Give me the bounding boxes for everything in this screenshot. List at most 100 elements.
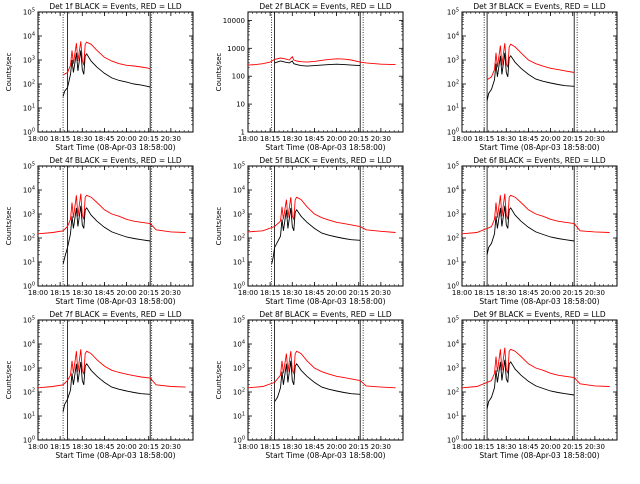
x-tick-label: 20:30 <box>161 135 181 143</box>
y-tick-label: 101 <box>23 258 35 267</box>
y-tick-label: 104 <box>23 340 35 349</box>
y-tick-label: 105 <box>23 8 35 17</box>
panel-title: Det 3f BLACK = Events, RED = LLD <box>473 2 606 11</box>
panel-title: Det 4f BLACK = Events, RED = LLD <box>49 156 182 165</box>
x-tick-label: 20:30 <box>161 289 181 297</box>
y-tick-label: 102 <box>233 388 245 397</box>
x-tick-label: 20:30 <box>371 443 391 451</box>
x-tick-label: 18:45 <box>518 443 538 451</box>
lld-series-line <box>37 193 186 235</box>
panel-title: Det 8f BLACK = Events, RED = LLD <box>259 310 392 319</box>
det-panel-5: Det 5f BLACK = Events, RED = LLD Start Ti… <box>215 156 404 306</box>
x-tick-label: 20:00 <box>326 289 346 297</box>
events-series-line <box>274 60 361 67</box>
x-tick-label: 18:30 <box>496 135 516 143</box>
y-tick-label: 101 <box>447 258 459 267</box>
plot-frame <box>461 11 618 133</box>
y-tick-label: 103 <box>447 210 459 219</box>
x-axis-label: Start Time (08-Apr-03 18:58:00) <box>479 297 599 306</box>
y-tick-label: 103 <box>233 364 245 373</box>
y-tick-label: 102 <box>447 234 459 243</box>
x-tick-label: 18:45 <box>304 135 324 143</box>
y-tick-label: 105 <box>447 316 459 325</box>
events-series-line <box>486 359 575 409</box>
plot-frame <box>37 165 194 287</box>
y-tick-label: 100 <box>447 436 459 445</box>
y-tick-label: 102 <box>23 388 35 397</box>
x-tick-label: 18:30 <box>282 135 302 143</box>
x-tick-label: 18:45 <box>94 135 114 143</box>
x-tick-label: 20:00 <box>540 135 560 143</box>
y-tick-label: 101 <box>233 412 245 421</box>
x-tick-label: 20:00 <box>326 443 346 451</box>
events-series-line <box>271 207 361 265</box>
y-axis-label: Counts/sec <box>5 53 13 92</box>
y-tick-label: 103 <box>23 56 35 65</box>
x-tick-label: 18:00 <box>238 443 258 451</box>
y-tick-label: 105 <box>233 162 245 171</box>
det-panel-7: Det 7f BLACK = Events, RED = LLD Start Ti… <box>5 310 194 460</box>
x-tick-label: 20:15 <box>349 443 369 451</box>
x-tick-label: 18:15 <box>474 135 494 143</box>
plot-frame <box>37 11 194 133</box>
x-tick-label: 18:00 <box>238 135 258 143</box>
x-tick-label: 18:30 <box>496 443 516 451</box>
x-tick-label: 20:00 <box>540 289 560 297</box>
det-panel-8: Det 8f BLACK = Events, RED = LLD Start Ti… <box>215 310 404 460</box>
x-axis-label: Start Time (08-Apr-03 18:58:00) <box>55 143 175 152</box>
x-tick-label: 18:00 <box>28 289 48 297</box>
det-panel-4: Det 4f BLACK = Events, RED = LLD Start Ti… <box>5 156 194 306</box>
x-tick-label: 20:15 <box>349 135 369 143</box>
x-tick-label: 20:15 <box>563 289 583 297</box>
plot-frame <box>461 319 618 441</box>
x-axis-label: Start Time (08-Apr-03 18:58:00) <box>265 297 385 306</box>
y-tick-label: 104 <box>233 340 245 349</box>
x-tick-label: 18:15 <box>260 443 280 451</box>
x-tick-label: 20:15 <box>349 289 369 297</box>
x-axis-label: Start Time (08-Apr-03 18:58:00) <box>265 143 385 152</box>
y-tick-label: 104 <box>233 186 245 195</box>
y-tick-label: 105 <box>447 8 459 17</box>
x-tick-label: 18:00 <box>452 443 472 451</box>
lld-series-line <box>461 193 610 235</box>
plot-frame <box>247 165 404 287</box>
x-tick-label: 18:30 <box>72 443 92 451</box>
y-tick-label: 10000 <box>223 17 245 25</box>
x-axis-label: Start Time (08-Apr-03 18:58:00) <box>265 451 385 460</box>
plot-frame <box>247 319 404 441</box>
x-tick-label: 20:15 <box>139 289 159 297</box>
x-axis-label: Start Time (08-Apr-03 18:58:00) <box>55 451 175 460</box>
det-panel-2: Det 2f BLACK = Events, RED = LLD Start Ti… <box>215 2 404 152</box>
x-tick-label: 18:00 <box>28 443 48 451</box>
x-tick-label: 18:30 <box>72 289 92 297</box>
lld-series-line <box>486 43 575 81</box>
y-tick-label: 101 <box>447 412 459 421</box>
y-tick-label: 103 <box>233 210 245 219</box>
y-tick-label: 104 <box>23 32 35 41</box>
x-tick-label: 18:30 <box>282 443 302 451</box>
y-tick-label: 103 <box>447 364 459 373</box>
det-panel-9: Det 9f BLACK = Events, RED = LLD Start Ti… <box>447 310 618 460</box>
x-tick-label: 18:45 <box>94 289 114 297</box>
y-tick-label: 103 <box>23 364 35 373</box>
x-axis-label: Start Time (08-Apr-03 18:58:00) <box>55 297 175 306</box>
x-tick-label: 18:15 <box>260 289 280 297</box>
y-tick-label: 100 <box>23 128 35 137</box>
panel-title: Det 1f BLACK = Events, RED = LLD <box>49 2 182 11</box>
y-tick-label: 104 <box>447 32 459 41</box>
x-tick-label: 18:00 <box>452 135 472 143</box>
x-axis-label: Start Time (08-Apr-03 18:58:00) <box>479 143 599 152</box>
x-tick-label: 20:00 <box>116 135 136 143</box>
x-tick-label: 20:30 <box>371 289 391 297</box>
y-tick-label: 102 <box>447 388 459 397</box>
y-tick-label: 100 <box>232 73 245 81</box>
x-tick-label: 20:15 <box>563 135 583 143</box>
y-tick-label: 100 <box>447 128 459 137</box>
plot-frame <box>461 165 618 287</box>
y-tick-label: 104 <box>447 340 459 349</box>
x-tick-label: 18:30 <box>72 135 92 143</box>
panel-title: Det 6f BLACK = Events, RED = LLD <box>473 156 606 165</box>
x-tick-label: 18:15 <box>50 443 70 451</box>
panel-title: Det 9f BLACK = Events, RED = LLD <box>473 310 606 319</box>
